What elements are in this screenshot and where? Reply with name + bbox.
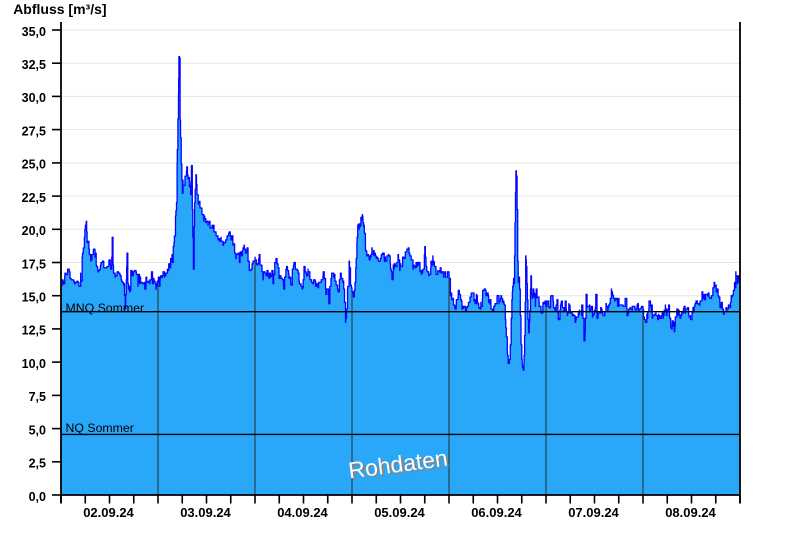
svg-text:07.09.24: 07.09.24 (568, 505, 619, 520)
svg-text:27,5: 27,5 (22, 124, 46, 138)
svg-text:08.09.24: 08.09.24 (665, 505, 716, 520)
svg-text:0,0: 0,0 (29, 490, 46, 504)
svg-text:7,5: 7,5 (29, 390, 46, 404)
svg-text:22,5: 22,5 (22, 191, 46, 205)
svg-text:17,5: 17,5 (22, 257, 46, 271)
svg-text:30,0: 30,0 (22, 91, 46, 105)
svg-text:NQ Sommer: NQ Sommer (66, 421, 134, 435)
svg-text:10,0: 10,0 (22, 357, 46, 371)
svg-text:05.09.24: 05.09.24 (374, 505, 425, 520)
svg-text:15,0: 15,0 (22, 291, 46, 305)
svg-text:04.09.24: 04.09.24 (277, 505, 328, 520)
svg-text:35,0: 35,0 (22, 25, 46, 39)
svg-text:2,5: 2,5 (29, 457, 46, 471)
svg-text:02.09.24: 02.09.24 (83, 505, 134, 520)
svg-text:5,0: 5,0 (29, 423, 46, 437)
svg-text:32,5: 32,5 (22, 58, 46, 72)
svg-text:03.09.24: 03.09.24 (180, 505, 231, 520)
svg-text:12,5: 12,5 (22, 324, 46, 338)
svg-text:MNQ Sommer: MNQ Sommer (66, 301, 145, 315)
svg-text:20,0: 20,0 (22, 224, 46, 238)
svg-text:06.09.24: 06.09.24 (471, 505, 522, 520)
svg-text:25,0: 25,0 (22, 158, 46, 172)
svg-text:Abfluss [m³/s]: Abfluss [m³/s] (13, 1, 106, 17)
